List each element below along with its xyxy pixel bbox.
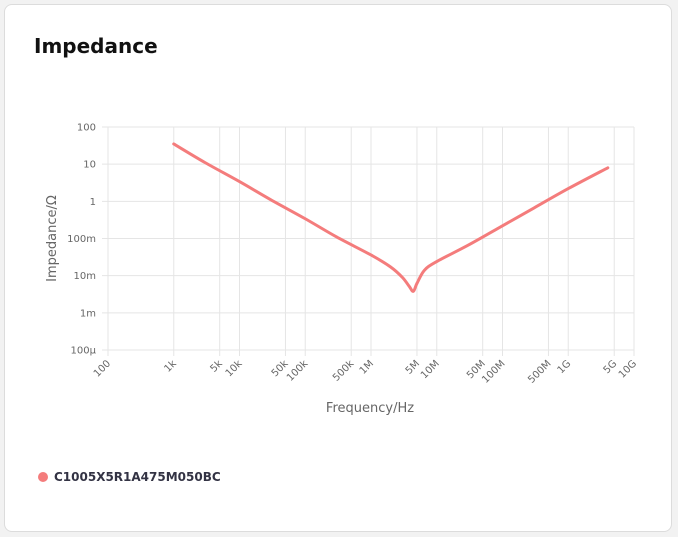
y-tick-label: 1m (80, 308, 96, 319)
grid (102, 126, 635, 356)
x-tick-label: 10G (617, 358, 639, 380)
legend-dot (38, 472, 48, 482)
x-axis-label: Frequency/Hz (326, 401, 414, 416)
x-tick-label: 1M (358, 358, 376, 376)
y-tick-label: 10m (74, 271, 96, 282)
x-tick-label: 5k (208, 358, 225, 375)
x-tick-label: 10k (224, 358, 245, 379)
legend[interactable]: C1005X5R1A475M050BC (38, 470, 221, 484)
x-tick-label: 100M (480, 358, 507, 385)
series-line (172, 142, 610, 293)
x-tick-label: 1k (162, 358, 179, 375)
y-axis-ticks: 100 10 1 100m 10m 1m 100µ (67, 123, 96, 357)
y-tick-label: 100µ (71, 346, 97, 357)
x-tick-label: 100k (285, 358, 311, 384)
x-tick-label: 500M (526, 358, 553, 385)
x-tick-label: 1G (556, 358, 574, 376)
legend-label: C1005X5R1A475M050BC (54, 470, 221, 484)
y-tick-label: 10 (83, 160, 96, 171)
series-lines (172, 142, 610, 293)
x-tick-label: 500k (331, 358, 357, 384)
chart-card (4, 4, 672, 532)
y-tick-label: 100 (77, 123, 96, 134)
y-tick-label: 100m (67, 234, 96, 245)
x-tick-label: 100 (92, 358, 113, 379)
chart-title: Impedance (34, 34, 158, 58)
x-tick-label: 10M (419, 358, 442, 381)
y-tick-label: 1 (90, 197, 96, 208)
y-axis-label: Impedance/Ω (45, 195, 60, 282)
